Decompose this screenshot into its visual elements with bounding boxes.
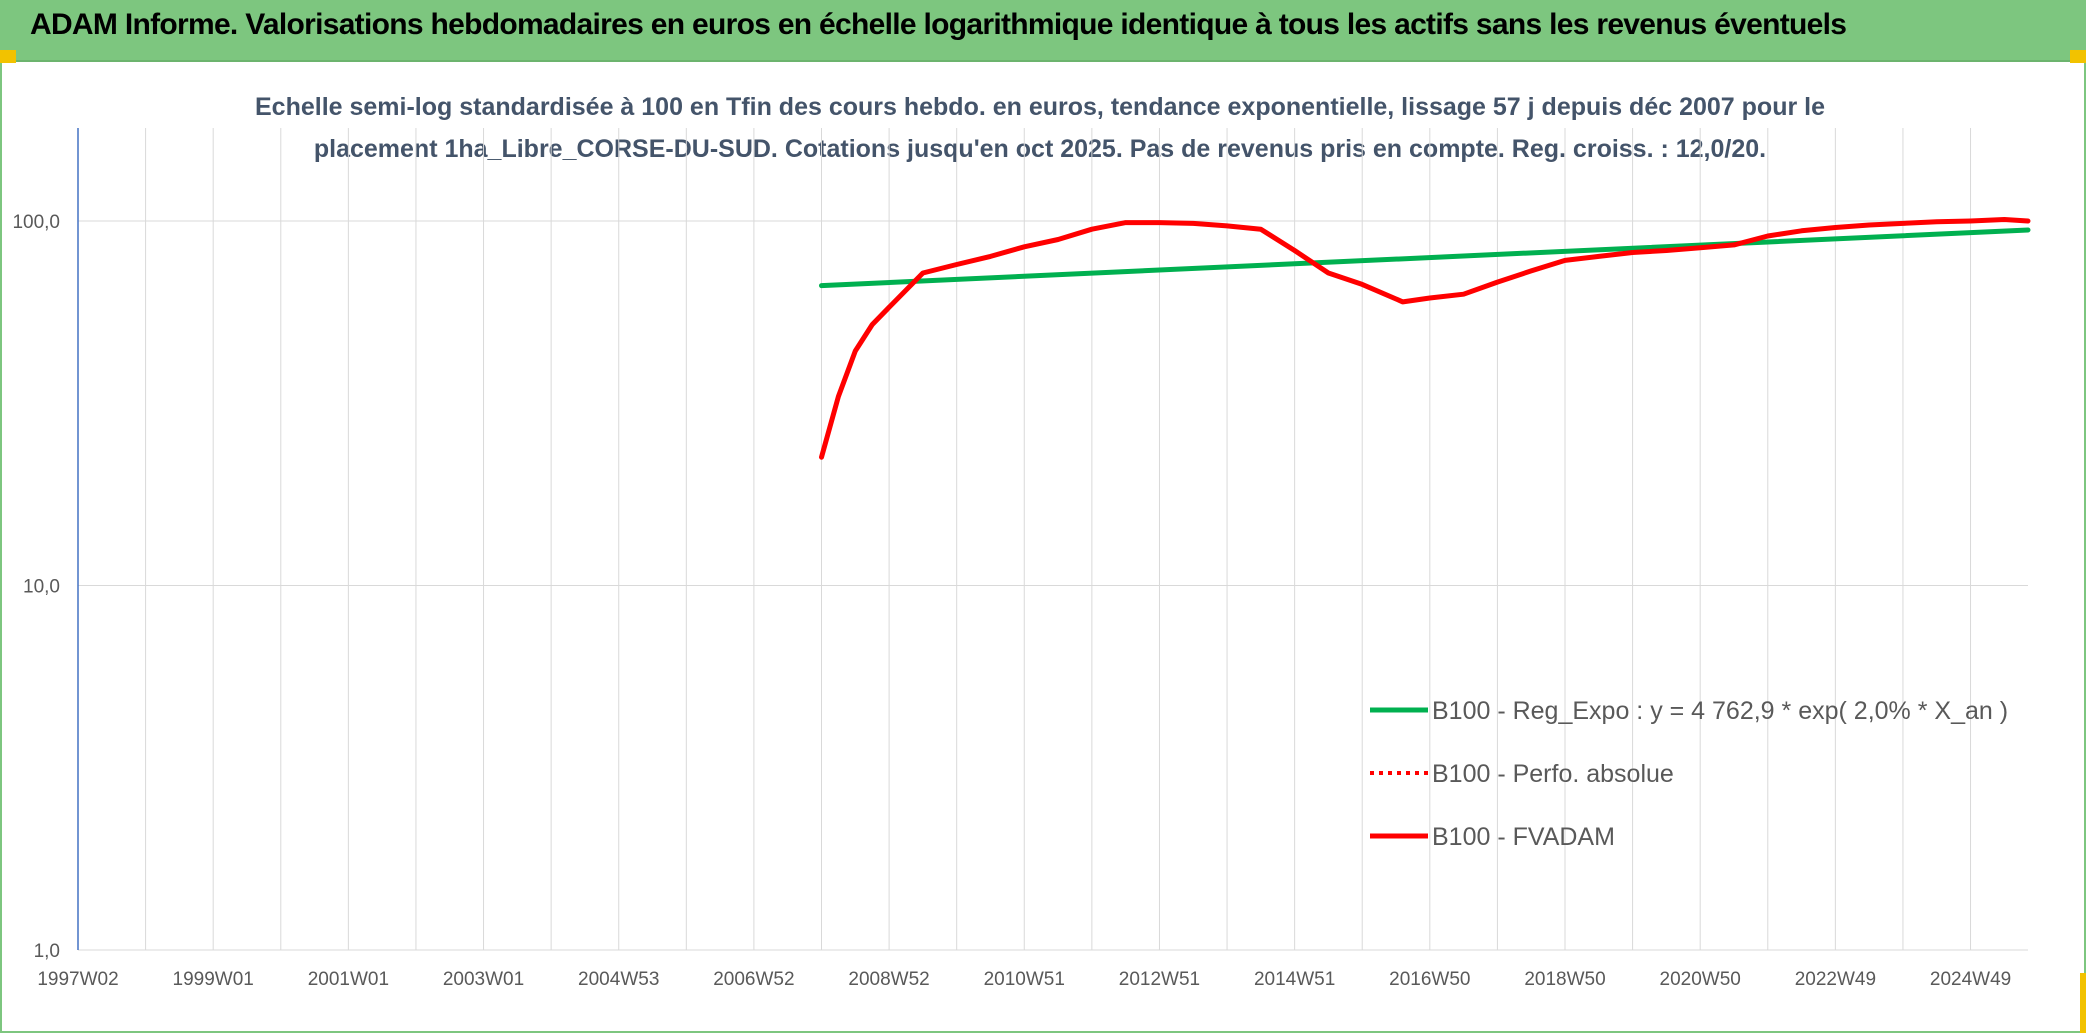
gridlines: [77, 128, 2028, 951]
corner-accent-top-left: [0, 50, 16, 63]
legend-label: B100 - Perfo. absolue: [1432, 760, 1674, 788]
x-tick-label: 1997W02: [37, 969, 118, 990]
x-tick-label: 2001W01: [308, 969, 389, 990]
x-tick-label: 2006W52: [713, 969, 794, 990]
x-tick-label: 2004W53: [578, 969, 659, 990]
corner-accent-bottom-right: [2080, 973, 2086, 1033]
x-tick-label: 2010W51: [984, 969, 1065, 990]
legend-label: B100 - Reg_Expo : y = 4 762,9 * exp( 2,0…: [1432, 697, 2008, 725]
series-line-fvadam: [819, 217, 2031, 460]
x-tick-label: 2020W50: [1660, 969, 1741, 990]
x-tick-label: 2012W51: [1119, 969, 1200, 990]
x-tick-label: 2024W49: [1930, 969, 2011, 990]
chart-subtitle-line-1: Echelle semi-log standardisée à 100 en T…: [255, 93, 1825, 121]
x-tick-label: 1999W01: [173, 969, 254, 990]
header-bar: ADAM Informe. Valorisations hebdomadaire…: [0, 0, 2086, 62]
axes: 1,0 10,0 100,0 1997W02 1999W01 2001W01 2003W01…: [12, 128, 2011, 990]
x-tick-label: 2016W50: [1389, 969, 1470, 990]
page-title: ADAM Informe. Valorisations hebdomadaire…: [30, 8, 1847, 41]
legend: B100 - Reg_Expo : y = 4 762,9 * exp( 2,0…: [1370, 697, 2008, 851]
chart-subtitle-line-2: placement 1ha_Libre_CORSE-DU-SUD. Cotati…: [314, 135, 1766, 163]
x-tick-label: 2014W51: [1254, 969, 1335, 990]
y-tick-label: 1,0: [34, 941, 60, 962]
corner-accent-top-right: [2070, 50, 2086, 63]
x-tick-label: 2008W52: [848, 969, 929, 990]
series-line-reg-expo: [819, 227, 2031, 289]
series-lines: [819, 217, 2031, 460]
legend-label: B100 - FVADAM: [1432, 823, 1615, 851]
y-tick-label: 10,0: [23, 577, 60, 598]
y-tick-label: 100,0: [12, 212, 60, 233]
x-tick-label: 2022W49: [1795, 969, 1876, 990]
x-tick-label: 2018W50: [1524, 969, 1605, 990]
x-tick-label: 2003W01: [443, 969, 524, 990]
